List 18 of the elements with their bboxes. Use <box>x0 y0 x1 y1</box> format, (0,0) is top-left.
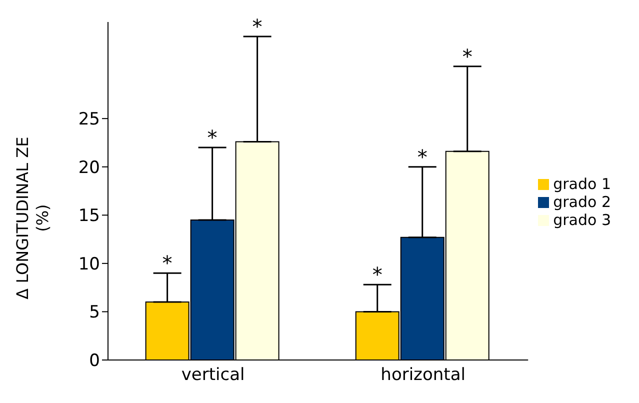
y-tick-label: 20 <box>78 158 100 178</box>
y-axis-title: Δ LONGITUDINAL ZE (%) <box>13 136 52 300</box>
x-tick-label: vertical <box>181 365 245 386</box>
y-tick-label: 10 <box>78 254 100 274</box>
annotation: * <box>372 262 382 287</box>
legend-label: grado 2 <box>553 192 611 210</box>
y-tick-label: 15 <box>78 206 100 226</box>
legend-label: grado 1 <box>553 174 611 192</box>
annotation: * <box>207 126 218 150</box>
annotation: * <box>162 251 172 276</box>
x-tick-label: horizontal <box>380 365 466 386</box>
y-tick-label: 5 <box>89 302 100 323</box>
y-tick-label: 0 <box>89 351 100 372</box>
annotation: * <box>417 144 428 169</box>
legend-label: grado 3 <box>553 210 611 228</box>
y-tick-label: 25 <box>78 110 100 130</box>
annotation: * <box>252 14 262 38</box>
annotation: * <box>462 44 472 68</box>
